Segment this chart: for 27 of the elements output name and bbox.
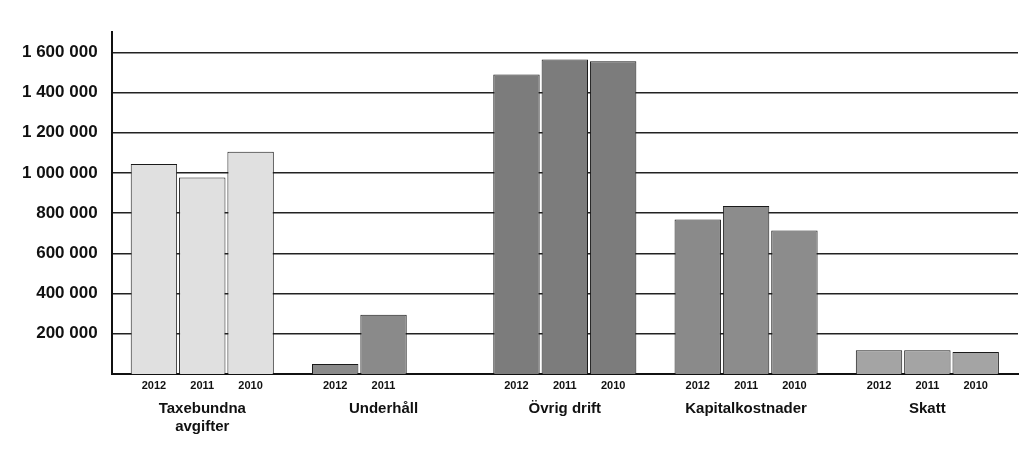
x-tick-label: Skatt <box>909 399 946 417</box>
x-tick-label: Övrig drift <box>528 399 602 417</box>
y-tick-label: 800 000 <box>36 202 98 222</box>
x-tick-label: Underhåll <box>348 399 419 417</box>
text: 2011 <box>734 378 759 391</box>
y-tick-label: 600 000 <box>36 243 98 263</box>
text: 2010 <box>963 378 988 391</box>
text: 2012 <box>504 378 529 391</box>
y-tick-label: 400 000 <box>36 283 98 303</box>
series-label: 2011 <box>190 378 215 391</box>
series-label: 2010 <box>238 378 263 391</box>
y-tick-label: 1 400 000 <box>21 82 98 102</box>
text: 2012 <box>322 378 348 391</box>
text: 2012 <box>866 378 892 391</box>
text: 2010 <box>782 378 807 391</box>
x-tick-label: Kapitalkostnader <box>685 399 808 417</box>
text: 2012 <box>685 378 710 391</box>
y-tick-label: 1 000 000 <box>21 162 98 182</box>
text: 2010 <box>600 378 626 391</box>
y-tick-label: 1 200 000 <box>21 122 98 142</box>
series-label: 2012 <box>141 378 167 391</box>
x-tick-label: Taxebundna avgifter <box>158 399 247 435</box>
y-tick-label: 1 600 000 <box>21 41 98 61</box>
text: 2011 <box>371 378 396 391</box>
text: 2011 <box>915 378 940 391</box>
y-tick-label: 200 000 <box>36 323 98 343</box>
text: 2011 <box>552 378 577 391</box>
